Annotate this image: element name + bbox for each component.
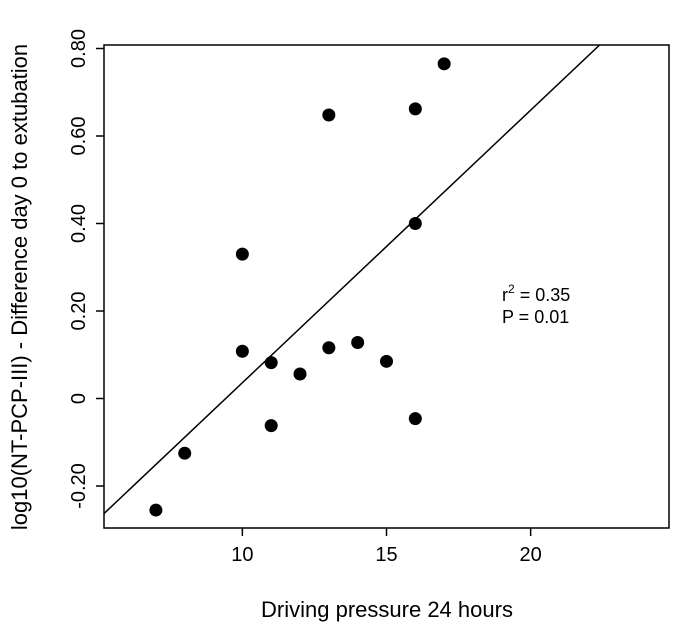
r-squared-annotation: r2 = 0.35 — [502, 282, 570, 305]
data-point — [235, 344, 249, 358]
data-point — [178, 446, 192, 460]
data-point — [408, 102, 422, 116]
r-squared-value: = 0.35 — [515, 285, 571, 305]
data-point — [293, 367, 307, 381]
data-point — [408, 412, 422, 426]
data-point — [264, 419, 278, 433]
regression-line-layer — [104, 45, 601, 515]
y-axis-title: log10(NT-PCP-III) - Difference day 0 to … — [7, 44, 32, 530]
data-point — [322, 341, 336, 355]
y-tick-label: 0.80 — [68, 29, 90, 68]
data-point — [437, 57, 451, 71]
y-tick-label: 0.60 — [68, 117, 90, 156]
x-tick-label: 20 — [520, 544, 542, 566]
y-tick-label: 0.40 — [68, 204, 90, 243]
y-tick-label: 0 — [68, 393, 90, 404]
regression-line — [104, 45, 601, 515]
x-tick-label: 10 — [231, 544, 253, 566]
data-point — [380, 354, 393, 368]
data-point — [235, 247, 249, 261]
data-point — [322, 108, 336, 122]
data-points — [149, 57, 451, 517]
p-value-annotation: P = 0.01 — [502, 307, 569, 327]
x-tick-label: 15 — [375, 544, 397, 566]
y-tick-label: -0.20 — [68, 463, 90, 509]
r-squared-exponent: 2 — [508, 282, 515, 296]
x-axis-title: Driving pressure 24 hours — [261, 597, 513, 622]
data-point — [149, 503, 163, 517]
data-point — [351, 336, 365, 349]
r-squared-base: r — [502, 285, 508, 305]
axis-ticks: 10 15 20 -0.20 0 0.20 0.40 0.60 0.80 — [68, 29, 542, 566]
data-point — [408, 217, 422, 230]
data-point — [264, 356, 278, 370]
y-tick-label: 0.20 — [68, 292, 90, 331]
